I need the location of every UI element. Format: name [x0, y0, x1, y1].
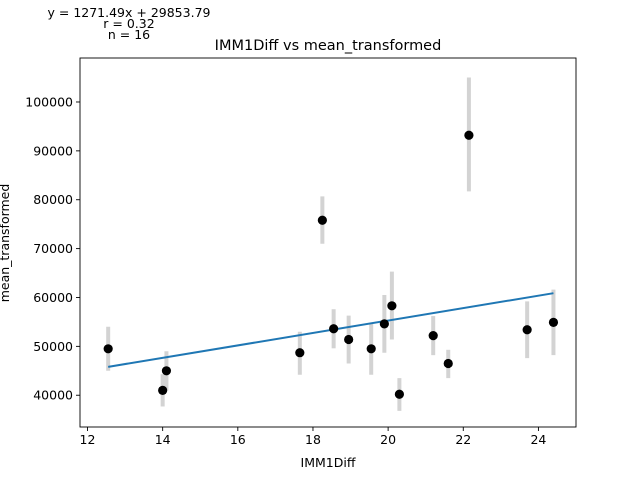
x-tick-label-14: 14: [155, 432, 171, 447]
data-point-2: [161, 366, 172, 376]
x-tick-label-12: 12: [80, 432, 96, 447]
y-tick-label-90000: 90000: [33, 143, 73, 158]
data-point-9: [387, 301, 397, 311]
y-tick-label-40000: 40000: [33, 388, 73, 403]
data-point-6: [344, 334, 354, 345]
annotation-n: n = 16: [108, 27, 150, 42]
data-point-14: [522, 325, 532, 335]
x-tick-label-22: 22: [455, 432, 471, 447]
x-tick-label-16: 16: [230, 432, 246, 447]
y-tick-label-80000: 80000: [33, 192, 73, 207]
data-point-1: [158, 385, 168, 395]
data-point-4: [317, 215, 327, 225]
data-point-15: [548, 317, 559, 328]
data-point-0: [103, 344, 113, 354]
x-tick-label-20: 20: [380, 432, 396, 447]
points-layer: [103, 130, 559, 399]
annotation-r: r = 0.32: [103, 16, 154, 31]
chart-title: IMM1Diff vs mean_transformed: [215, 38, 442, 54]
plot-frame: [79, 57, 577, 428]
x-axis-label: IMM1Diff: [301, 455, 356, 470]
y-axis-label: mean_transformed: [0, 184, 12, 303]
data-point-10: [394, 389, 404, 399]
x-tick-label-24: 24: [530, 432, 546, 447]
y-tick-label-60000: 60000: [33, 290, 73, 305]
annotation-equation: y = 1271.49x + 29853.79: [48, 5, 211, 20]
y-tick-label-100000: 100000: [25, 94, 73, 109]
x-tick-label-18: 18: [305, 432, 321, 447]
data-point-12: [443, 358, 453, 369]
data-point-13: [464, 130, 474, 140]
x-axis-ticks: 12 14 16 18 20 22 24: [80, 427, 546, 447]
data-point-7: [366, 344, 376, 354]
data-point-5: [329, 324, 339, 334]
y-tick-label-50000: 50000: [33, 339, 73, 354]
data-point-8: [379, 319, 389, 329]
y-axis-ticks: 40000 50000 60000 70000 80000 90000 100000: [25, 94, 80, 403]
y-tick-label-70000: 70000: [33, 241, 73, 256]
data-point-11: [428, 331, 438, 341]
errorbars-layer: [106, 77, 556, 411]
data-point-3: [295, 348, 305, 358]
